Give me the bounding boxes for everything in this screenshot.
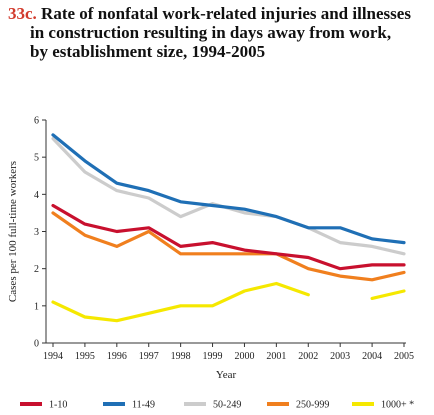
title-line-2: in construction resulting in days away f… — [30, 23, 392, 42]
y-tick-label: 3 — [34, 227, 39, 238]
title-line-1: 33c. Rate of nonfatal work-related injur… — [8, 4, 428, 23]
axes: 0 1 2 3 4 5 6 1994 1995 1996 1997 1998 1999 2000 2001 2… — [7, 116, 414, 382]
figure-number: 33c. — [8, 4, 37, 23]
y-axis-title: Cases per 100 full-time workers — [7, 161, 19, 302]
x-tick-label: 1997 — [139, 351, 159, 362]
title-line-3: by establishment size, 1994-2005 — [30, 42, 266, 61]
legend-label: 11-49 — [132, 400, 155, 411]
series-line-5 — [51, 281, 406, 323]
x-tick-label: 1995 — [75, 351, 95, 362]
plot-area — [51, 133, 406, 323]
legend-label: 50-249 — [213, 400, 241, 411]
series-line-4 — [51, 211, 406, 282]
series-line-1 — [51, 203, 406, 271]
x-tick-label: 2000 — [234, 351, 254, 362]
x-tick-label: 1999 — [203, 351, 223, 362]
y-tick-label: 6 — [34, 116, 39, 127]
legend-label: 250-999 — [296, 400, 329, 411]
series-line-3 — [51, 137, 406, 256]
x-tick-label: 2004 — [362, 351, 382, 362]
y-tick-label: 2 — [34, 264, 39, 275]
title-text-1: Rate of nonfatal work-related injuries a… — [41, 4, 411, 23]
legend: 1-10 11-49 50-249 250-999 1000+ * — [20, 400, 414, 411]
legend-label: 1000+ * — [381, 400, 414, 411]
x-tick-label: 2001 — [266, 351, 286, 362]
x-tick-label: 2002 — [298, 351, 318, 362]
x-tick-label: 1998 — [171, 351, 191, 362]
x-tick-label: 1994 — [43, 351, 63, 362]
x-axis-title: Year — [216, 369, 237, 381]
x-tick-label: 2005 — [394, 351, 414, 362]
y-tick-label: 4 — [34, 190, 39, 201]
y-tick-label: 5 — [34, 153, 39, 164]
legend-label: 1-10 — [49, 400, 67, 411]
x-tick-label: 2003 — [330, 351, 350, 362]
y-tick-label: 0 — [34, 339, 39, 350]
series-line-2 — [51, 133, 406, 245]
y-tick-label: 1 — [34, 301, 39, 312]
x-tick-label: 1996 — [107, 351, 127, 362]
chart-title: 33c. Rate of nonfatal work-related injur… — [8, 4, 428, 61]
